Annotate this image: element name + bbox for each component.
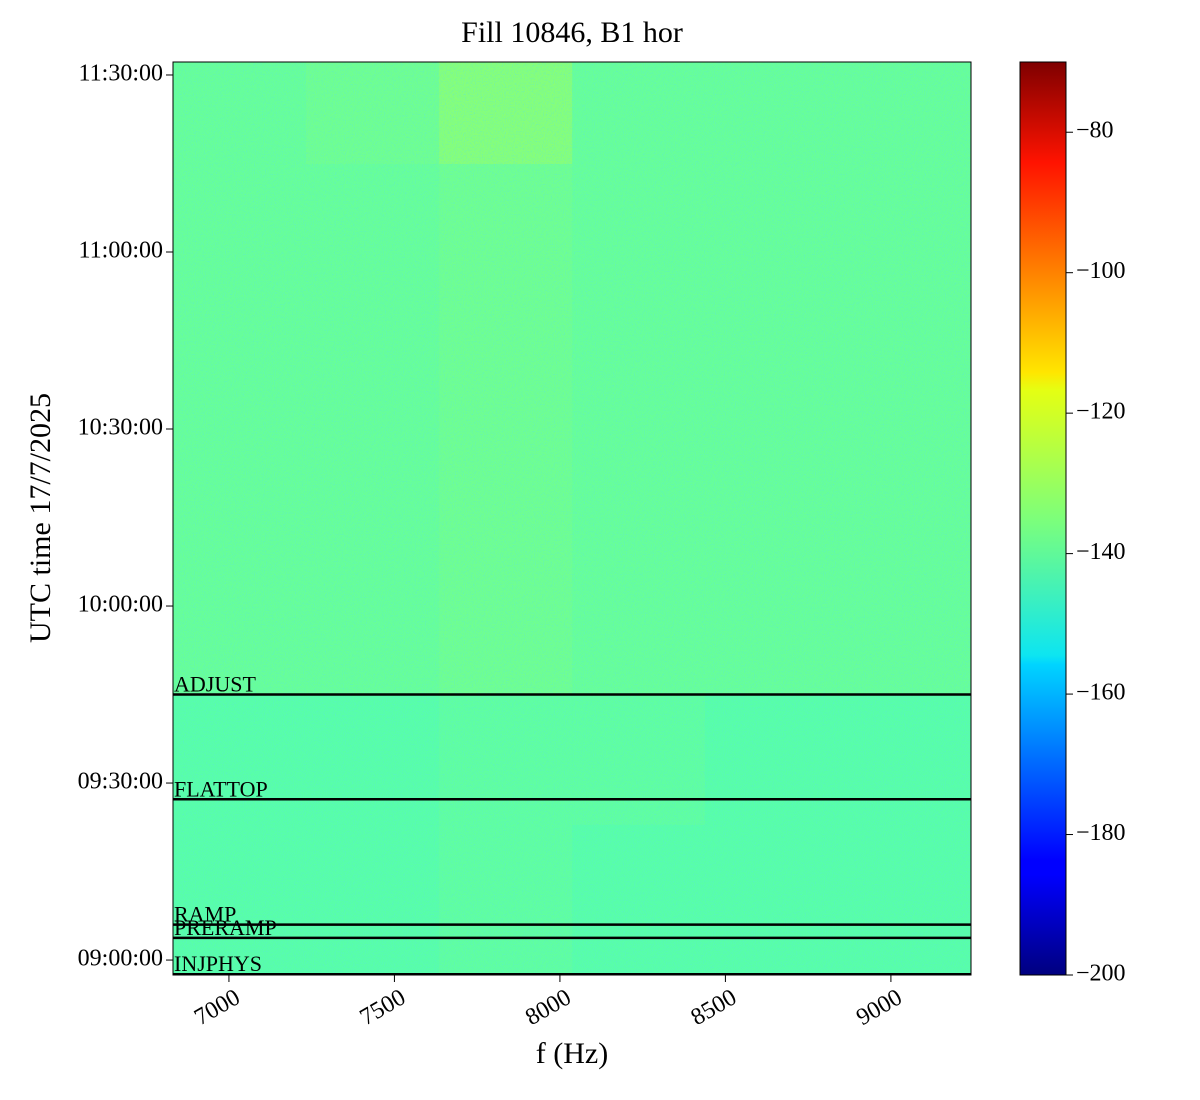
- colorbar-tick-label: −120: [1076, 399, 1126, 425]
- colorbar-tick-label: −180: [1076, 820, 1126, 846]
- x-tick-label: 7500: [356, 984, 411, 1031]
- y-tick-label: 11:00:00: [79, 237, 163, 263]
- colorbar-tick-label: −80: [1076, 118, 1114, 144]
- y-tick-label: 10:00:00: [78, 592, 163, 618]
- chart-title: Fill 10846, B1 hor: [461, 16, 683, 49]
- y-tick-label: 09:30:00: [78, 769, 163, 795]
- mode-label: INJPHYS: [174, 951, 262, 976]
- noise-texture: [173, 62, 971, 975]
- mode-label: FLATTOP: [174, 776, 268, 801]
- colorbar-tick-label: −160: [1076, 680, 1126, 706]
- y-axis-label: UTC time 17/7/2025: [24, 393, 57, 643]
- colorbar-tick-label: −200: [1076, 961, 1126, 987]
- mode-label: ADJUST: [174, 672, 256, 697]
- colorbar-tick-label: −100: [1076, 258, 1126, 284]
- x-tick-label: 7000: [190, 984, 245, 1031]
- x-tick-label: 9000: [852, 984, 907, 1031]
- mode-label: RAMP: [174, 902, 236, 927]
- colorbar-tick-label: −140: [1076, 539, 1126, 565]
- colorbar: [1019, 61, 1067, 976]
- y-tick-label: 10:30:00: [78, 415, 163, 441]
- mode-label: PRERAMP: [174, 915, 277, 940]
- x-axis-label: f (Hz): [536, 1037, 608, 1070]
- x-tick-label: 8000: [521, 984, 576, 1031]
- y-tick-label: 09:00:00: [78, 946, 163, 972]
- plot-frame: [172, 61, 972, 976]
- y-tick-label: 11:30:00: [79, 60, 163, 86]
- x-tick-label: 8500: [687, 984, 742, 1031]
